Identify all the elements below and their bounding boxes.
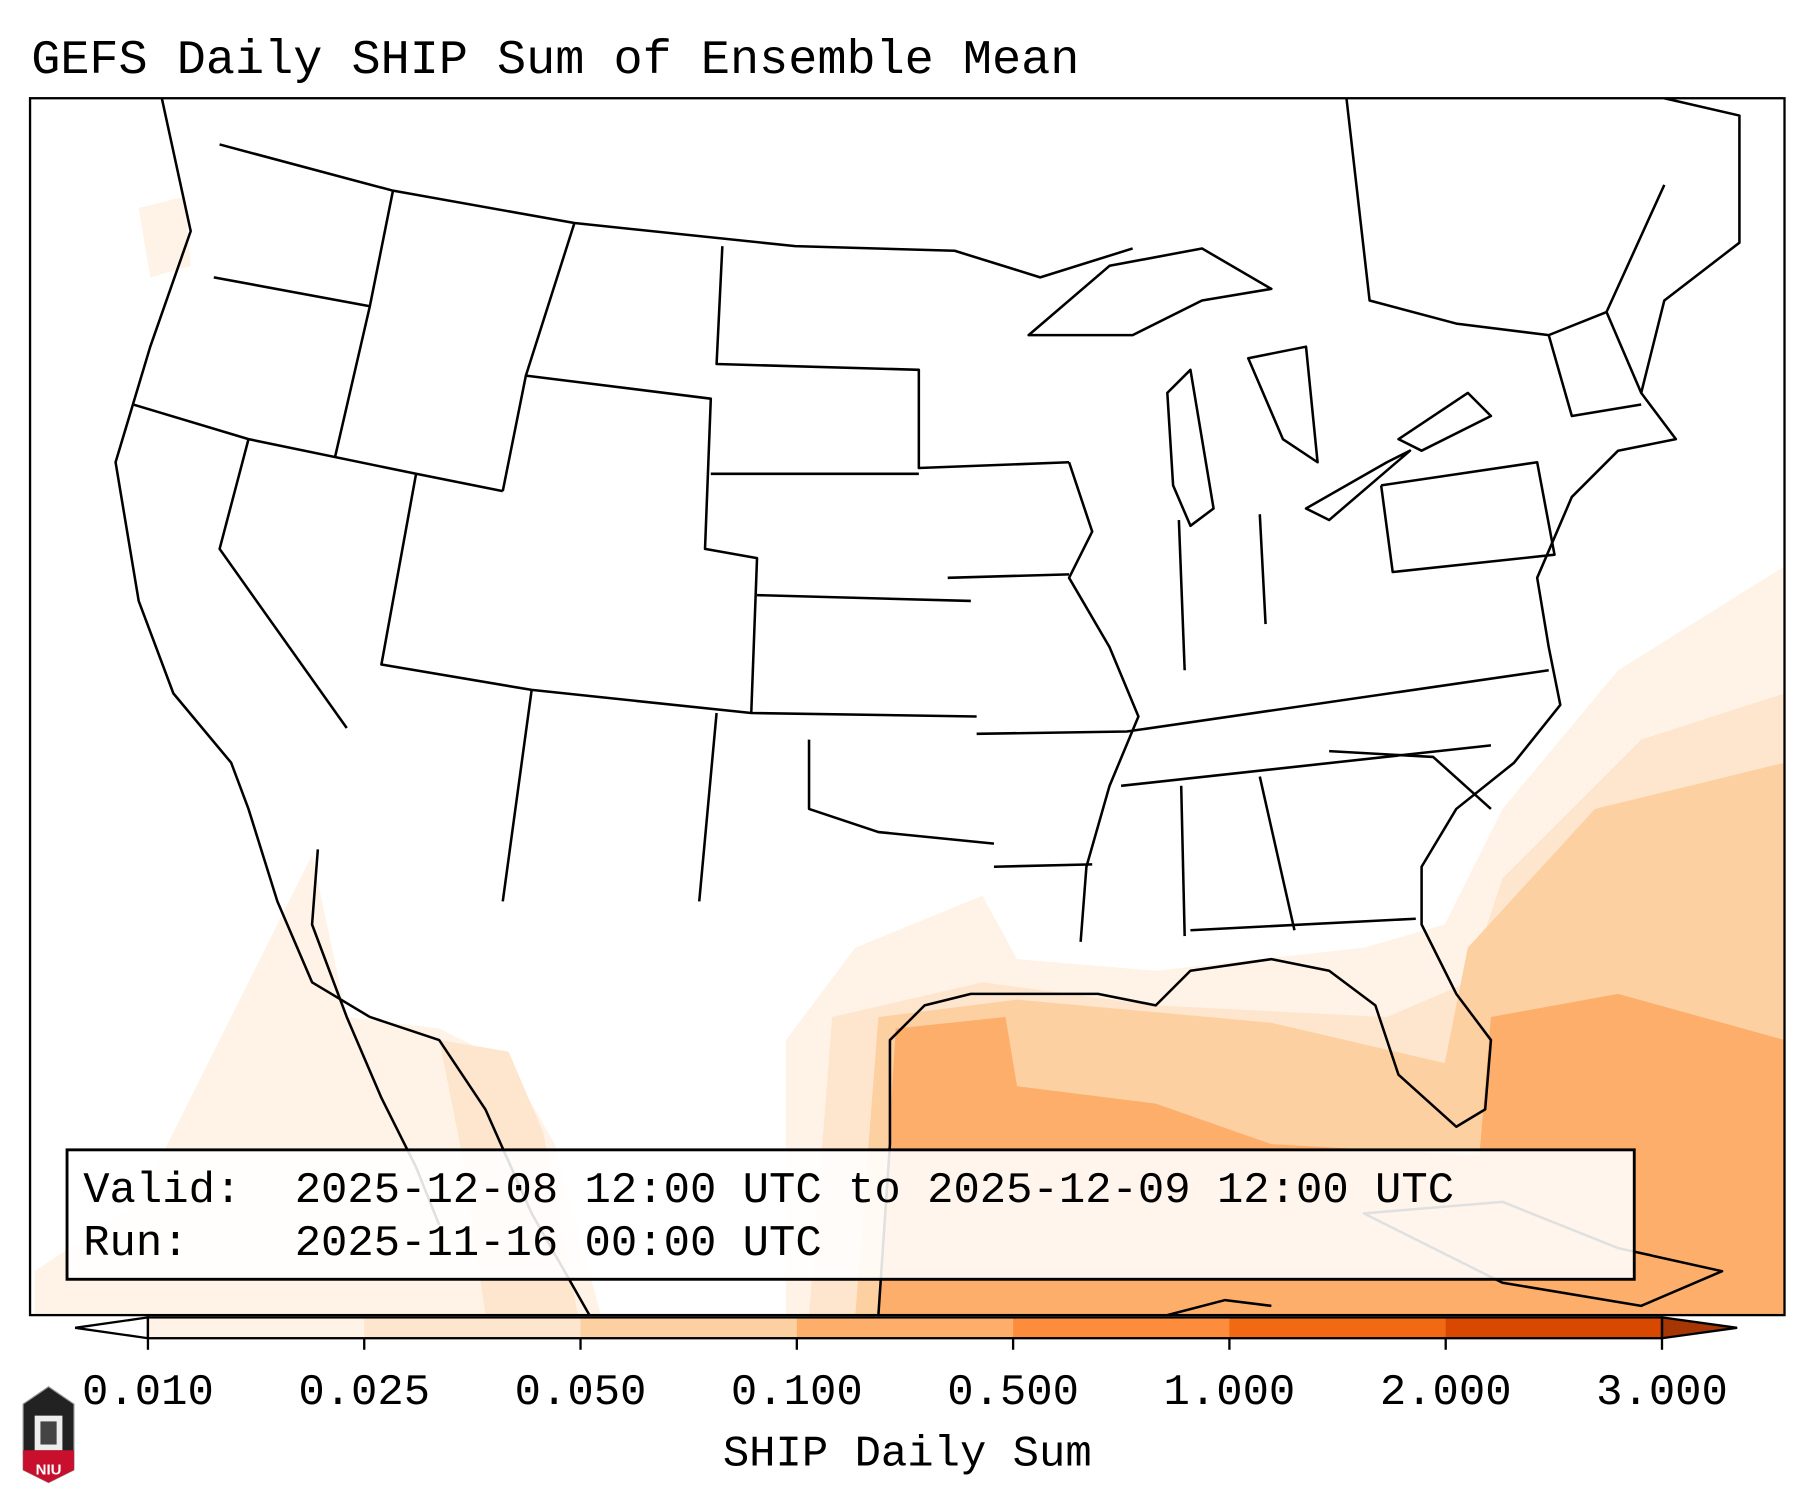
coastline [114, 98, 591, 1316]
colorbar-extend-min [74, 1316, 150, 1340]
run-label: Run: [83, 1219, 188, 1269]
map-panel [28, 97, 1786, 1317]
map-frame [28, 97, 1786, 1317]
colorbar-tick-label: 2.000 [1380, 1368, 1512, 1418]
valid-value: 2025-12-08 12:00 UTC to 2025-12-09 12:00… [295, 1166, 1454, 1216]
colorbar-tick-label: 0.050 [515, 1368, 647, 1418]
chart-title: GEFS Daily SHIP Sum of Ensemble Mean [31, 33, 1079, 88]
colorbar-tick-label: 0.100 [731, 1368, 863, 1418]
colorbar-segment [1229, 1317, 1447, 1339]
info-box: Valid: 2025-12-08 12:00 UTC to 2025-12-0… [65, 1148, 1636, 1281]
colorbar-extend-max [1660, 1316, 1738, 1340]
colorbar: 0.010 0.025 0.050 0.100 0.500 1.000 2.000 3.000 [74, 1316, 1738, 1418]
niu-logo: NIU [22, 1386, 75, 1484]
shade-level-1-nw [138, 196, 191, 278]
state-borders [132, 98, 1666, 942]
colorbar-segment [1013, 1317, 1230, 1339]
great-lakes [1027, 247, 1493, 528]
colorbar-segment [1445, 1317, 1663, 1339]
colorbar-segment [364, 1317, 582, 1339]
colorbar-tick-label: 0.500 [947, 1368, 1079, 1418]
run-value: 2025-11-16 00:00 UTC [295, 1219, 822, 1269]
coastline-gulf-atlantic [877, 98, 1741, 1316]
colorbar-tick-label: 0.025 [298, 1368, 430, 1418]
colorbar-segment [147, 1317, 365, 1339]
colorbar-segment [796, 1317, 1014, 1339]
colorbar-tick-label: 3.000 [1596, 1368, 1728, 1418]
colorbar-outline [146, 1316, 1664, 1340]
colorbar-tick-label: 1.000 [1164, 1368, 1296, 1418]
colorbar-label: SHIP Daily Sum [723, 1429, 1092, 1479]
valid-label: Valid: [83, 1166, 241, 1216]
colorbar-segment [580, 1317, 798, 1339]
svg-text:NIU: NIU [36, 1462, 62, 1479]
colorbar-tick-label: 0.010 [82, 1368, 214, 1418]
coastline-yucatan [1167, 1298, 1272, 1316]
